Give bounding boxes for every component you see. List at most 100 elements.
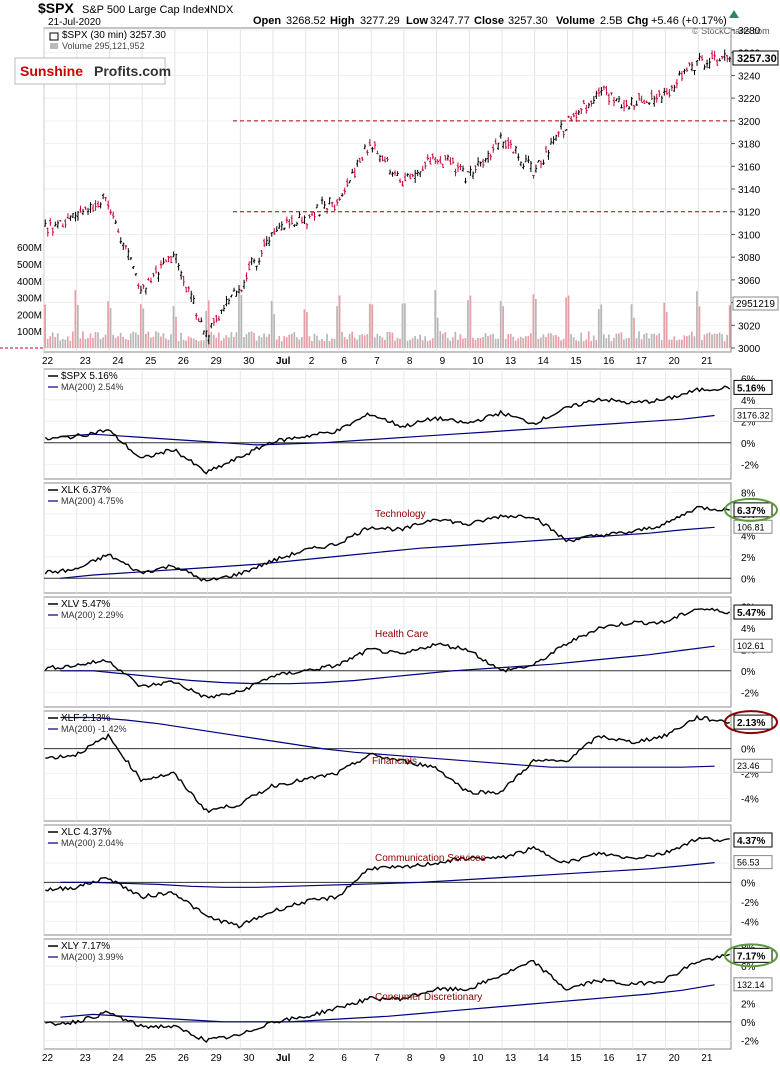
volume-bar [263, 333, 265, 348]
volume-bar [507, 334, 510, 348]
volume-bars [0, 290, 731, 349]
high-label: High [330, 15, 355, 27]
volume-bar [416, 339, 419, 348]
volume-bar [51, 332, 54, 348]
volume-bar [580, 332, 583, 348]
y-tick-label: 3100 [738, 230, 761, 241]
volume-bar [280, 341, 283, 348]
volume-bar [439, 331, 442, 348]
volume-bar [165, 338, 167, 348]
volume-bar [706, 333, 708, 348]
y-tick-label: 3180 [738, 140, 761, 151]
volume-bar [487, 336, 489, 348]
volume-bar [149, 337, 152, 348]
panel-y-tick-label: -2% [741, 898, 759, 909]
volume-bar [532, 294, 535, 348]
x-tick-label: 2 [309, 356, 315, 367]
ma-line [60, 716, 715, 768]
volume-bar [238, 291, 240, 348]
volume-badge: 2951219 [736, 299, 775, 310]
volume-bar [84, 338, 87, 348]
volume-bar [74, 290, 77, 348]
volume-bar [306, 311, 308, 348]
volume-bar [170, 334, 172, 348]
ma-badge: 132.14 [737, 980, 765, 990]
x-tick-label: 14 [538, 1053, 550, 1064]
volume-bar [240, 295, 243, 348]
performance-line [45, 714, 730, 814]
volume-bar [49, 336, 52, 348]
x-tick-label: 2 [309, 1053, 315, 1064]
volume-bar [650, 333, 653, 348]
volume-bar [509, 333, 512, 348]
volume-bar [406, 340, 409, 348]
volume-bar [718, 332, 721, 348]
ma-badge: 23.46 [737, 761, 760, 771]
performance-line [45, 953, 730, 1044]
volume-bar [555, 334, 557, 348]
value-badge: 2.13% [737, 718, 765, 729]
panel-xlf: 2%0%-2%-4%XLF 2.13%MA(200) -1.42%Financi… [43, 710, 778, 822]
volume-bar [645, 333, 648, 348]
volume-bar [691, 331, 693, 348]
volume-bar [207, 300, 210, 348]
volume-bar [517, 338, 520, 348]
value-badge-box [733, 947, 773, 963]
volume-bar [575, 340, 577, 348]
volume-bar [610, 341, 613, 348]
price-legend: $SPX (30 min) 3257.30 [62, 30, 166, 41]
volume-bar [628, 337, 630, 348]
volume-bar [389, 331, 391, 348]
x-tick-label: 20 [669, 356, 681, 367]
volume-bar [577, 341, 580, 348]
panel-y-tick-label: 2% [741, 999, 756, 1010]
volume-bar [436, 317, 439, 348]
panel-y-tick-label: -2% [741, 460, 759, 471]
volume-bar [356, 339, 359, 348]
volume-tick-label: 300M [17, 294, 42, 305]
volume-bar [162, 333, 165, 348]
volume-bar [451, 337, 454, 348]
panel-y-tick-label: 4% [741, 396, 756, 407]
volume-bar [477, 337, 479, 348]
panel-y-tick-label: 8% [741, 488, 756, 499]
symbol-title: $SPX [38, 0, 74, 16]
logo-profits: Profits.com [94, 63, 171, 79]
volume-bar [708, 332, 711, 348]
price-y-axis: 3280326032403220320031803160314031203100… [731, 26, 761, 355]
y-tick-label: 3020 [738, 321, 761, 332]
value-badge-box [733, 714, 773, 730]
x-tick-label: 15 [570, 356, 582, 367]
highlight-circle [724, 943, 778, 968]
volume-bar [82, 331, 84, 348]
volume-bar [625, 338, 628, 348]
volume-bar [351, 331, 354, 348]
volume-bar [64, 339, 67, 348]
volume-bar [250, 331, 253, 348]
x-tick-label: 24 [112, 1053, 124, 1064]
volume-bar [298, 339, 301, 348]
chg-value: +5.46 (+0.17%) [651, 15, 727, 27]
volume-bar [426, 341, 429, 348]
x-tick-label: Jul [276, 356, 291, 367]
volume-bar [71, 331, 74, 348]
volume-bar [482, 337, 484, 348]
volume-bar [472, 337, 474, 348]
volume-bar [547, 333, 550, 348]
chart-date: 21-Jul-2020 [48, 17, 101, 28]
volume-bar [457, 339, 459, 348]
volume-bar [728, 305, 731, 348]
x-tick-label: 21 [701, 356, 713, 367]
volume-bar [295, 337, 298, 348]
volume-bar [255, 340, 258, 348]
x-tick-label: 22 [42, 356, 54, 367]
panel-y-tick-label: -4% [741, 794, 759, 805]
volume-bar [429, 340, 432, 348]
panel-frame [43, 482, 732, 594]
x-tick-label: 9 [440, 356, 446, 367]
x-tick-label: 8 [407, 356, 413, 367]
x-tick-label: 16 [603, 1053, 615, 1064]
volume-y-axis: 600M 500M 400M 300M 200M 100M [17, 243, 42, 338]
volume-bar [635, 338, 638, 348]
value-badge: 4.37% [737, 836, 765, 847]
